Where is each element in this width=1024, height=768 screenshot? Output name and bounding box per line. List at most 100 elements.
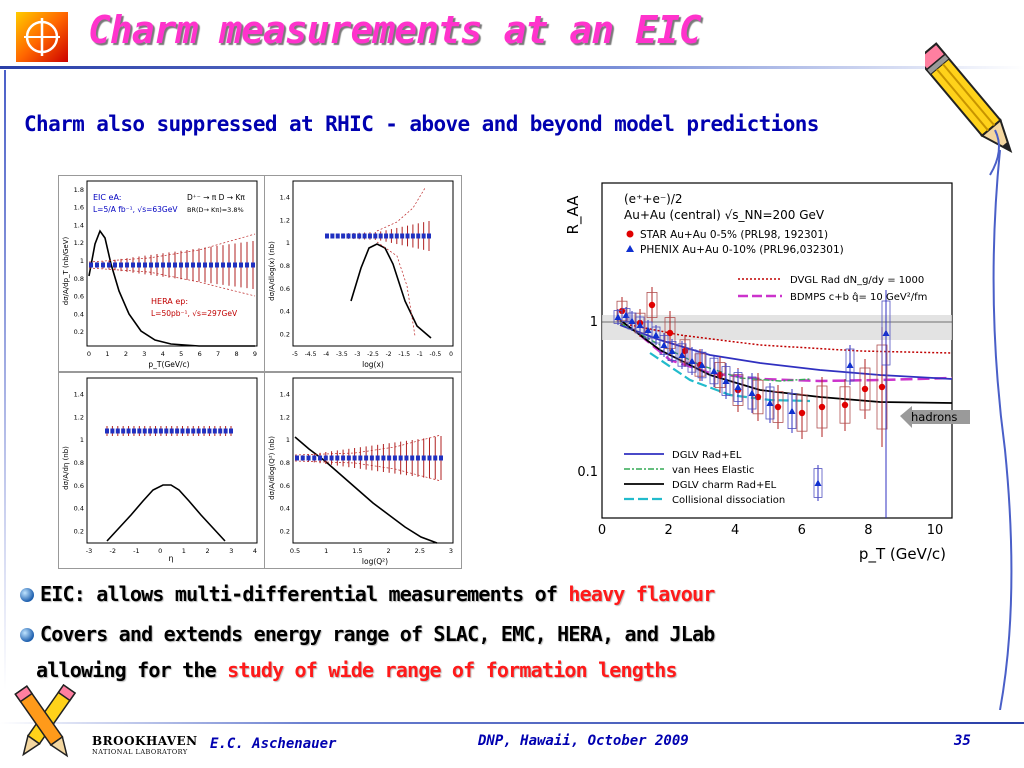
bdmps-curve [639,334,953,383]
p3-ylabel: dσ/A/dη (nb) [62,446,70,490]
x-tick-label: 8 [234,350,238,358]
raa-legend-phenix: PHENIX Au+Au 0-10% (PRL96,032301) [640,244,844,256]
p2-curve [350,243,432,339]
y-tick-label: 0.4 [280,308,290,316]
x-tick-label: 0 [87,350,91,358]
raa-plot: 10.1 0 2 4 6 8 10 R_AA p_T (GeV/c) (e⁺+e⁻)/2 … [560,175,972,570]
raa-x-tick-label: 0 [598,523,606,538]
y-tick-label: 1 [286,239,290,247]
raa-x-tick-label: 10 [927,523,944,538]
bullet-1: EIC: allows multi-differential measureme… [20,582,715,606]
star-sys-box [796,394,808,432]
pencil-icon [925,42,1013,176]
data-point [161,262,165,268]
data-point [185,262,189,268]
footer-event: DNP, Hawaii, October 2009 [478,733,689,749]
data-point [148,428,153,434]
y-tick-label: 1 [286,436,290,444]
data-point [410,455,415,461]
data-point [245,262,249,268]
data-point [137,428,142,434]
star-sys-box [859,367,871,411]
y-tick-label: 0.6 [280,285,290,293]
data-point [142,428,147,434]
raa-ylabel: R_AA [564,195,583,235]
data-point [119,262,123,268]
x-tick-label: -3 [354,351,360,358]
data-point [107,262,111,268]
y-tick-label: 0.2 [74,528,84,536]
x-tick-label: 2.5 [415,547,425,555]
raa-legend-star: STAR Au+Au 0-5% (PRL98, 192301) [640,229,828,241]
p3-curve [106,484,226,542]
data-point [439,455,443,461]
phenix-point [614,313,622,320]
x-tick-label: 4 [253,547,257,555]
data-point [404,455,409,461]
data-point [341,233,346,239]
data-point [223,428,228,434]
phenix-sys-box [845,348,855,382]
phenix-sys-box [765,386,775,420]
p4-upper-band [294,434,442,456]
y-tick-label: 1 [80,436,84,444]
p1-eic-label2: L=5/A fb⁻¹, √s=63GeV [93,205,178,214]
brookhaven-logo: BROOKHAVEN NATIONAL LABORATORY [92,734,200,756]
y-tick-label: 0.2 [280,528,290,536]
phenix-marker-icon [626,245,634,252]
phenix-point [788,407,796,414]
bullet-ball-icon [20,588,34,602]
phenix-sys-box [687,349,697,373]
data-point [149,262,153,268]
star-sys-box [816,385,828,429]
p4-xlabel: log(Q²) [362,557,388,566]
phenix-point [678,351,686,358]
bullet-2: Covers and extends energy range of SLAC,… [20,622,715,646]
x-tick-label: 2 [206,547,210,555]
eta-distribution-plot: 1.4 1.2 1 0.8 0.6 0.4 0.2 -3 -2 -1 0 1 2 3 4 dσ/A/dη … [58,372,268,569]
raa-legend-dglv: DGLV Rad+EL [672,450,742,461]
y-tick-label: 0.8 [280,262,290,270]
y-tick-label: 0.6 [280,482,290,490]
star-marker-icon [626,230,634,238]
data-point [346,455,351,461]
x-tick-label: 4 [161,350,165,358]
raa-xlabel: p_T (GeV/c) [859,545,946,564]
raa-y-tick-label: 0.1 [577,465,598,480]
y-tick-label: 1.8 [74,186,84,194]
data-point [373,233,378,239]
data-point [306,455,311,461]
raa-legend-bdmps: BDMPS c+b q̂= 10 GeV²/fm [790,291,927,303]
raa-y-tick-label: 1 [590,315,598,330]
right-decor-line [992,150,1013,710]
data-point [221,262,225,268]
x-tick-label: 6 [198,350,202,358]
pencils-icon [14,683,77,758]
raa-legend-dglv-charm: DGLV charm Rad+EL [672,480,777,491]
data-point [367,233,372,239]
p1-upper-band [88,233,256,263]
footer-divider-line [0,722,1024,724]
y-tick-label: 0.8 [280,459,290,467]
data-point [369,455,374,461]
star-sys-box [714,361,726,388]
p1-xlabel: p_T(GeV/c) [148,360,189,369]
y-tick-label: 1 [80,257,84,265]
x-tick-label: 0 [449,351,453,358]
bullet-2-text: Covers and extends energy range of SLAC,… [40,622,715,646]
phenix-sys-box [709,357,719,385]
phenix-point [766,399,774,406]
data-point [131,428,136,434]
p1-ylabel: dσ/A/dp_T (nb/GeV) [62,236,70,305]
data-point [416,233,421,239]
hadrons-arrow-icon [900,406,970,428]
data-point [335,455,340,461]
phenix-point [644,326,652,333]
p1-lower-band [88,267,256,297]
p1-hera-label1: HERA ep: [151,297,188,306]
left-border-line [4,70,6,690]
raa-hadrons-label: hadrons [911,410,957,424]
y-tick-label: 0.6 [74,293,84,301]
y-tick-label: 0.8 [74,275,84,283]
p4-ylabel: dσ/A/dlog(Q²) (nb) [268,436,276,500]
